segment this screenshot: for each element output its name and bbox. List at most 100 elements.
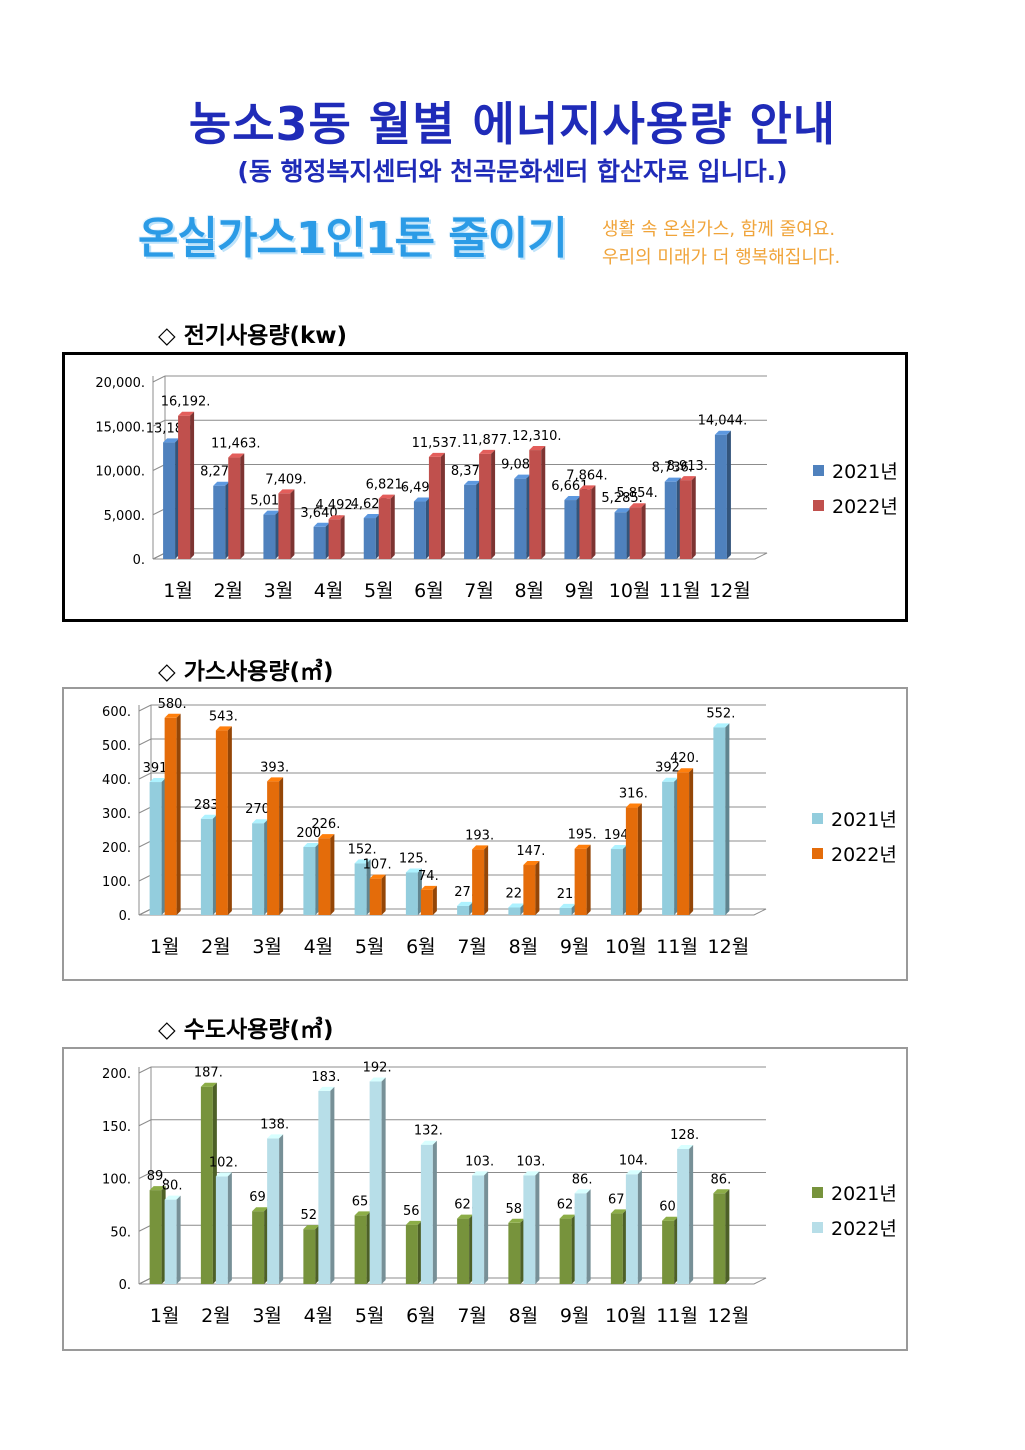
bar-top bbox=[200, 1082, 217, 1087]
bar-top bbox=[610, 1209, 627, 1214]
data-label: 316. bbox=[619, 787, 648, 802]
data-label: 5,285. bbox=[601, 491, 642, 506]
bar-front bbox=[679, 480, 692, 559]
bar-top bbox=[318, 1086, 335, 1091]
x-tick-label: 5월 bbox=[355, 936, 385, 958]
bar-2022년-10월 bbox=[625, 803, 642, 915]
bar-side bbox=[637, 803, 642, 915]
bar-2022년-3월 bbox=[267, 1134, 284, 1284]
data-label: 393. bbox=[260, 760, 289, 775]
data-label: 8,736. bbox=[652, 461, 693, 476]
bar-2021년-10월 bbox=[610, 1209, 627, 1284]
data-label: 420. bbox=[670, 751, 699, 766]
bar-top bbox=[413, 497, 430, 502]
bar-2021년-10월 bbox=[610, 845, 627, 915]
bar-top bbox=[267, 777, 284, 782]
x-tick-label: 4월 bbox=[314, 580, 344, 602]
legend-electricity: 2021년 2022년 bbox=[813, 453, 898, 523]
bar-top bbox=[713, 1189, 730, 1194]
floor bbox=[138, 1277, 767, 1285]
bar-side bbox=[725, 723, 730, 915]
legend-gas: 2021년 2022년 bbox=[812, 801, 897, 871]
bar-front bbox=[610, 1213, 623, 1284]
bar-top bbox=[313, 522, 330, 527]
bar-2022년-2월 bbox=[215, 1172, 232, 1284]
bar-2022년-5월 bbox=[378, 494, 395, 559]
bar-2021년-4월 bbox=[313, 522, 330, 559]
bar-top bbox=[420, 1140, 437, 1145]
bar-top bbox=[428, 452, 445, 457]
x-tick-label: 7월 bbox=[457, 936, 487, 958]
bar-top bbox=[479, 449, 496, 454]
bar-top bbox=[713, 723, 730, 728]
bar-side bbox=[190, 411, 195, 559]
x-tick-label: 3월 bbox=[264, 580, 294, 602]
bar-2021년-3월 bbox=[263, 510, 280, 559]
data-label: 226. bbox=[311, 817, 340, 832]
bar-top bbox=[354, 1211, 371, 1216]
bar-2022년-7월 bbox=[472, 1171, 489, 1284]
x-tick-label: 11월 bbox=[656, 936, 698, 958]
y-tick-label: 0. bbox=[133, 553, 145, 568]
bar-front bbox=[559, 1218, 572, 1284]
bar-side bbox=[176, 713, 181, 915]
bar-side bbox=[290, 489, 295, 559]
x-tick-label: 7월 bbox=[457, 1305, 487, 1327]
data-label: 86. bbox=[572, 1172, 593, 1187]
bar-side bbox=[279, 777, 284, 915]
legend-swatch bbox=[812, 1187, 823, 1198]
data-label: 14,044. bbox=[698, 414, 748, 429]
bar-side bbox=[541, 446, 546, 559]
data-label: 194. bbox=[604, 828, 633, 843]
bar-2022년-8월 bbox=[523, 1171, 540, 1284]
bar-2021년-11월 bbox=[664, 477, 681, 559]
bar-side bbox=[637, 1170, 642, 1284]
legend-label: 2021년 bbox=[831, 1183, 897, 1205]
y-tick-label: 200. bbox=[102, 1067, 131, 1082]
bar-2022년-8월 bbox=[529, 446, 546, 559]
bar-front bbox=[428, 456, 441, 559]
bar-top bbox=[714, 430, 731, 435]
bar-front bbox=[369, 878, 382, 915]
bar-2021년-7월 bbox=[464, 480, 481, 559]
bar-front bbox=[479, 453, 492, 559]
data-label: 74. bbox=[418, 869, 439, 884]
bar-2021년-8월 bbox=[514, 474, 531, 559]
bar-side bbox=[726, 430, 731, 559]
bar-2021년-7월 bbox=[457, 1214, 474, 1284]
x-tick-label: 11월 bbox=[656, 1305, 698, 1327]
bar-2021년-1월 bbox=[163, 438, 180, 559]
bar-front bbox=[610, 849, 623, 915]
bar-2021년-10월 bbox=[614, 508, 631, 559]
x-tick-label: 12월 bbox=[708, 1305, 750, 1327]
bar-2021년-1월 bbox=[149, 1186, 166, 1284]
bar-front bbox=[662, 1220, 675, 1284]
y-tick-label: 200. bbox=[102, 841, 131, 856]
bar-front bbox=[318, 838, 331, 915]
bar-side bbox=[491, 449, 496, 559]
bar-2021년-2월 bbox=[200, 1082, 217, 1284]
page-subtitle: (동 행정복지센터와 천곡문화센터 합산자료 입니다.) bbox=[237, 157, 788, 186]
floor bbox=[138, 908, 767, 916]
bar-2021년-8월 bbox=[508, 903, 525, 915]
x-tick-label: 6월 bbox=[414, 580, 444, 602]
bar-2022년-4월 bbox=[318, 834, 335, 915]
bar-front bbox=[178, 415, 191, 559]
bar-top bbox=[405, 868, 422, 873]
legend-swatch bbox=[813, 465, 824, 476]
grid-depth-line bbox=[138, 772, 152, 780]
bar-top bbox=[267, 1134, 284, 1139]
bar-2021년-11월 bbox=[662, 1216, 679, 1284]
x-tick-label: 1월 bbox=[150, 936, 180, 958]
y-tick-label: 400. bbox=[102, 773, 131, 788]
bar-side bbox=[535, 861, 540, 915]
bar-2022년-10월 bbox=[629, 503, 646, 559]
bar-side bbox=[641, 503, 646, 559]
floor bbox=[152, 552, 768, 560]
bar-side bbox=[279, 1134, 284, 1284]
bar-top bbox=[664, 477, 681, 482]
bar-front bbox=[713, 727, 726, 915]
y-tick-label: 15,000. bbox=[95, 420, 145, 435]
legend-label: 2022년 bbox=[832, 496, 898, 518]
data-label: 195. bbox=[568, 828, 597, 843]
